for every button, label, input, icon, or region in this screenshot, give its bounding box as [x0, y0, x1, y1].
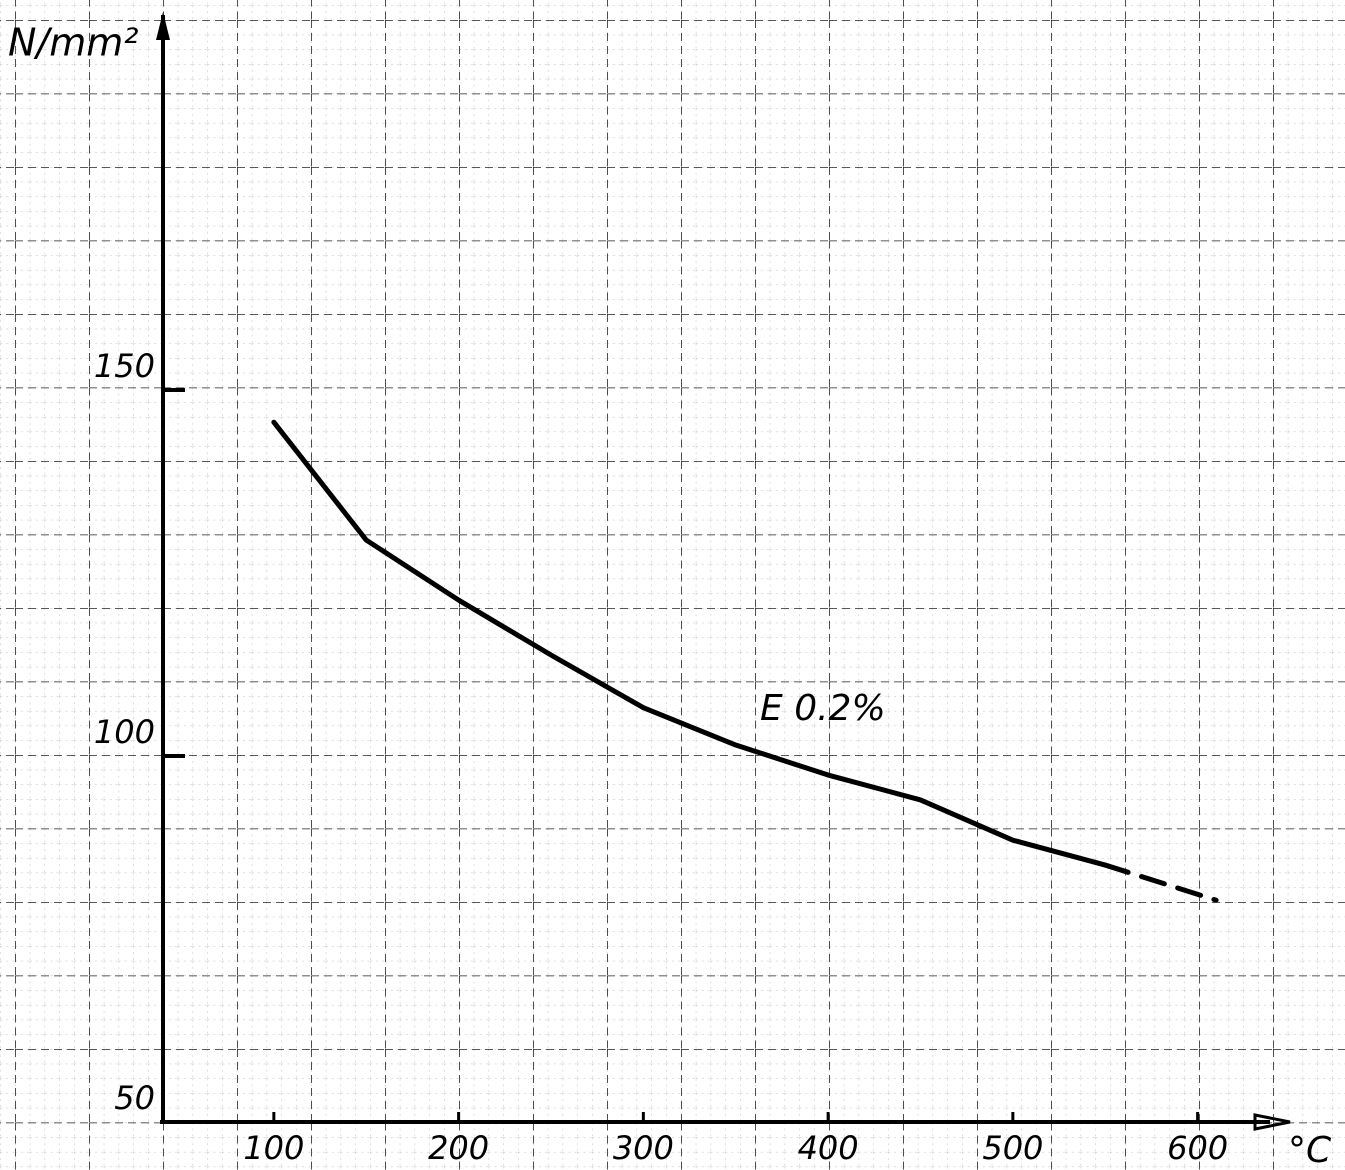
x-tick-label: 200 [428, 1129, 489, 1167]
annotation: E 0.2% [760, 688, 886, 729]
x-tick-label: 300 [613, 1129, 674, 1167]
series-line [271, 419, 1108, 868]
y-tick-label: 150 [94, 347, 155, 385]
y-tick-label: 100 [94, 713, 155, 751]
x-tick-label: 400 [798, 1129, 859, 1167]
y-axis-arrow [156, 12, 170, 40]
y-tick-label: 50 [114, 1079, 155, 1117]
x-tick-label: 500 [982, 1129, 1043, 1167]
x-axis-arrow [1253, 1113, 1291, 1131]
series-line [1102, 862, 1219, 903]
x-tick-label: 600 [1167, 1129, 1228, 1167]
y-axis-label: N/mm² [8, 21, 139, 65]
x-tick-label: 100 [243, 1129, 304, 1167]
x-axis-label: °C [1288, 1130, 1332, 1170]
